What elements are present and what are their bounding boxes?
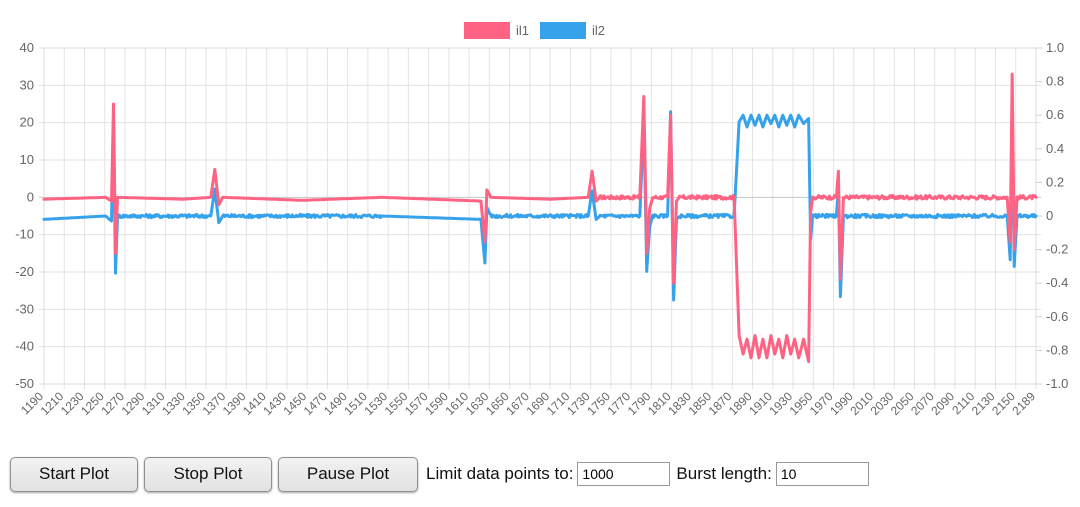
legend-label-il1[interactable]: il1	[516, 23, 529, 38]
legend-swatch-il2[interactable]	[540, 22, 586, 39]
y-left-tick-label: 0	[27, 189, 34, 204]
plot-controls: Start Plot Stop Plot Pause Plot Limit da…	[10, 456, 869, 492]
stop-plot-button[interactable]: Stop Plot	[144, 456, 272, 492]
chart-series	[42, 72, 1038, 364]
y-right-tick-label: 0.8	[1046, 74, 1064, 89]
y-right-tick-label: 0.4	[1046, 141, 1064, 156]
y-right-tick-label: -0.8	[1046, 342, 1068, 357]
series-line-il1	[42, 72, 1038, 364]
y-right-tick-label: 0.2	[1046, 174, 1064, 189]
y-left-tick-label: -50	[15, 376, 34, 391]
legend-swatch-il1[interactable]	[464, 22, 510, 39]
chart-legend: il1 il2	[464, 22, 605, 39]
limit-data-points-label: Limit data points to:	[426, 464, 574, 483]
y-left-tick-label: 40	[20, 40, 34, 55]
y-right-tick-label: 0.6	[1046, 107, 1064, 122]
y-right-tick-label: 1.0	[1046, 40, 1064, 55]
y-right-tick-label: -0.4	[1046, 275, 1068, 290]
x-tick-label: 2189	[1009, 389, 1038, 418]
series-line-il2	[42, 96, 1038, 302]
burst-length-input[interactable]	[775, 462, 869, 486]
y-left-tick-label: -40	[15, 339, 34, 354]
x-axis: 1190121012301250127012901310133013501370…	[18, 389, 1038, 418]
legend-label-il2[interactable]: il2	[592, 23, 605, 38]
burst-length-label: Burst length:	[676, 464, 772, 483]
y-axis-left: 40 30 20 10 0 -10 -20 -30 -40 -50	[15, 40, 34, 391]
y-right-tick-label: -1.0	[1046, 376, 1068, 391]
y-left-tick-label: -20	[15, 264, 34, 279]
y-axis-right: 1.0 0.8 0.6 0.4 0.2 0 -0.2 -0.4 -0.6 -0.8 -1.0	[1046, 40, 1068, 391]
y-left-tick-label: -10	[15, 227, 34, 242]
y-left-tick-label: 20	[20, 115, 34, 130]
limit-data-points-input[interactable]	[577, 462, 671, 486]
chart-grid	[39, 47, 1042, 389]
y-left-tick-label: 10	[20, 152, 34, 167]
y-left-tick-label: 30	[20, 77, 34, 92]
y-right-tick-label: -0.2	[1046, 242, 1068, 257]
y-right-tick-label: 0	[1046, 208, 1053, 223]
y-left-tick-label: -30	[15, 301, 34, 316]
start-plot-button[interactable]: Start Plot	[10, 456, 138, 492]
pause-plot-button[interactable]: Pause Plot	[278, 456, 418, 492]
line-chart: il1 il2 40 30 20 10 0 -10 -20 -30 -40 -50 1.0 0.8 0.…	[15, 22, 1068, 418]
y-right-tick-label: -0.6	[1046, 309, 1068, 324]
